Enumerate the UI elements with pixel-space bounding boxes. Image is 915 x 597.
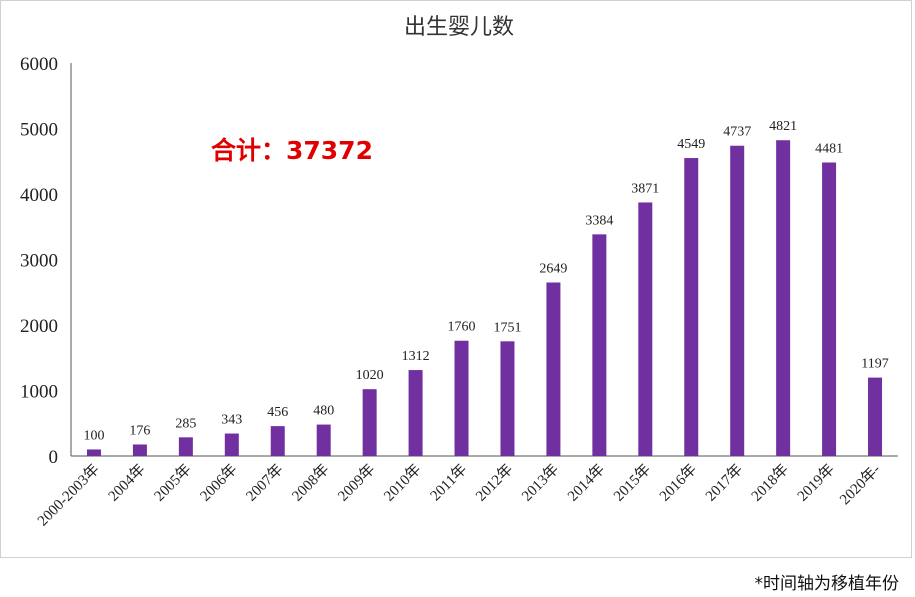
bar <box>868 377 883 456</box>
x-tick-label: 2010年 <box>381 461 425 505</box>
data-label: 1197 <box>861 357 888 372</box>
x-tick-label: 2020年- <box>836 461 883 508</box>
y-tick-label: 4000 <box>20 185 58 206</box>
x-tick-label: 2016年 <box>656 461 700 505</box>
x-tick-label: 2012年 <box>472 461 516 505</box>
y-tick-label: 6000 <box>20 54 58 75</box>
x-tick-label: 2005年 <box>151 461 195 505</box>
x-tick-label: 2009年 <box>335 461 379 505</box>
x-tick-label: 2014年 <box>564 461 608 505</box>
data-label: 1312 <box>402 349 430 364</box>
data-label: 176 <box>129 423 150 438</box>
data-label: 100 <box>83 428 104 443</box>
data-label: 1020 <box>356 368 384 383</box>
bar <box>822 162 837 456</box>
bar <box>684 158 699 456</box>
data-label: 4481 <box>815 141 843 156</box>
data-label: 4549 <box>677 137 705 152</box>
bar <box>86 449 101 456</box>
bar <box>178 437 193 456</box>
bar <box>776 140 791 457</box>
data-label: 3384 <box>585 213 613 228</box>
x-tick-labels: 2000-2003年 2004年 2005年 2006年 2007年 2008年 2009年… <box>34 461 884 530</box>
bar <box>500 341 515 456</box>
bar <box>454 340 469 456</box>
bar <box>270 426 285 456</box>
data-labels: 100 176 285 343 456 480 1020 1312 1760 1751 2649 33… <box>83 119 888 443</box>
y-tick-label: 2000 <box>20 316 58 337</box>
y-tick-label: 0 <box>49 447 59 468</box>
bar <box>592 234 607 456</box>
y-tick-label: 3000 <box>20 251 58 272</box>
x-tick-label: 2018年 <box>748 461 792 505</box>
y-tick-label: 5000 <box>20 120 58 141</box>
bars <box>86 140 883 457</box>
x-tick-label: 2007年 <box>243 461 287 505</box>
x-tick-label: 2008年 <box>289 461 333 505</box>
bar <box>224 433 239 456</box>
x-tick-label: 2013年 <box>518 461 562 505</box>
y-tick-labels: 0 1000 2000 3000 4000 5000 6000 <box>20 54 58 468</box>
chart-title: 出生婴儿数 <box>404 15 514 40</box>
bar <box>730 145 745 456</box>
data-label: 343 <box>221 413 242 428</box>
x-tick-label: 2015年 <box>610 461 654 505</box>
data-label: 3871 <box>631 181 659 196</box>
bar <box>638 202 653 456</box>
x-tick-label: 2011年 <box>427 461 470 504</box>
data-label: 1760 <box>448 320 476 335</box>
data-label: 2649 <box>539 261 567 276</box>
x-tick-label: 2004年 <box>105 461 149 505</box>
total-annotation: 合计：37372 <box>211 136 373 165</box>
data-label: 480 <box>313 404 334 419</box>
x-tick-label: 2006年 <box>197 461 241 505</box>
footnote: *时间轴为移植年份 <box>754 574 900 594</box>
bar <box>362 389 377 456</box>
x-tick-label: 2019年 <box>794 461 838 505</box>
x-tick-label: 2017年 <box>702 461 746 505</box>
bar <box>546 282 561 456</box>
bar <box>132 444 147 456</box>
x-tick-label: 2000-2003年 <box>34 461 103 530</box>
data-label: 1751 <box>493 320 521 335</box>
bar <box>316 424 331 456</box>
y-tick-label: 1000 <box>20 382 58 403</box>
data-label: 285 <box>175 416 196 431</box>
data-label: 4737 <box>723 125 751 140</box>
data-label: 4821 <box>769 119 797 134</box>
data-label: 456 <box>267 405 288 420</box>
bar-chart: 出生婴儿数 合计：37372 0 1000 2000 3000 4000 5000 6000… <box>20 15 898 530</box>
bar <box>408 370 423 456</box>
